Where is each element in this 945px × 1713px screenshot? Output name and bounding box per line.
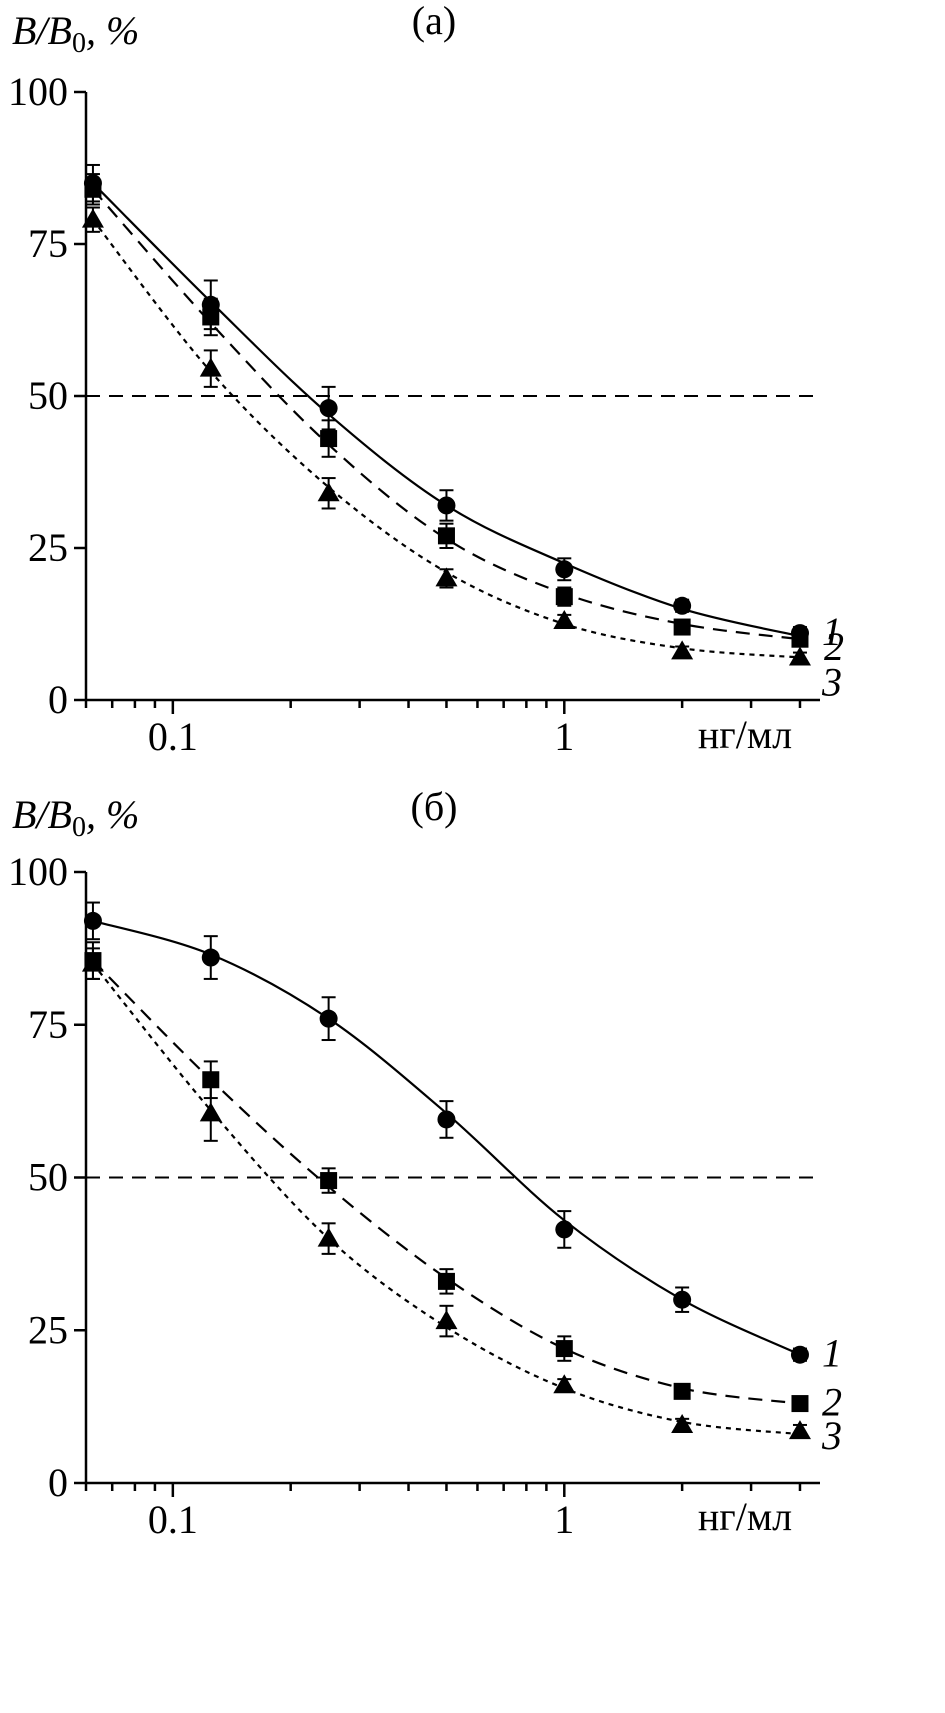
series-2: 2 — [84, 941, 842, 1425]
x-tick-label: 0.1 — [148, 1497, 198, 1542]
curve-label-3: 3 — [821, 659, 842, 704]
curve-label-1: 1 — [822, 609, 842, 654]
series-3: 3 — [81, 206, 842, 704]
series-1: 1 — [83, 901, 842, 1376]
data-point-triangle — [553, 1374, 576, 1394]
data-point-triangle — [435, 567, 458, 587]
data-point-triangle — [81, 952, 104, 972]
data-point-circle — [673, 596, 692, 615]
data-point-triangle — [317, 482, 340, 502]
y-tick-label: 25 — [28, 525, 68, 570]
y-axis-label: B/B0, % — [12, 792, 139, 843]
data-point-square — [84, 180, 102, 198]
fit-curve-3 — [92, 219, 801, 659]
data-point-circle — [201, 948, 220, 967]
data-point-square — [202, 308, 220, 326]
data-point-triangle — [671, 1413, 694, 1433]
data-point-square — [320, 430, 338, 448]
y-tick-label: 50 — [28, 373, 68, 418]
data-point-square — [555, 1340, 573, 1358]
data-point-triangle — [317, 1227, 340, 1247]
y-tick-label: 50 — [28, 1155, 68, 1200]
y-tick-label: 100 — [8, 849, 68, 894]
data-point-square — [673, 1382, 691, 1400]
y-tick-label: 75 — [28, 1002, 68, 1047]
data-point-triangle — [81, 208, 104, 228]
y-tick-label: 100 — [8, 69, 68, 114]
data-point-triangle — [435, 1310, 458, 1330]
curve-label-1: 1 — [822, 1331, 842, 1376]
data-point-circle — [319, 399, 338, 418]
curve-label-2: 2 — [824, 624, 844, 669]
data-point-square — [437, 527, 455, 545]
data-point-square — [673, 618, 691, 636]
data-point-triangle — [199, 357, 222, 377]
series-3: 3 — [81, 947, 842, 1458]
data-point-triangle — [788, 1420, 811, 1440]
x-axis-unit: нг/мл — [698, 712, 792, 757]
chart-title: (a) — [412, 0, 456, 43]
fit-curve-3 — [92, 962, 801, 1436]
data-point-square — [437, 1272, 455, 1290]
data-point-circle — [437, 1110, 456, 1129]
data-point-circle — [319, 1009, 338, 1028]
curve-label-2: 2 — [822, 1380, 842, 1425]
data-point-triangle — [199, 1102, 222, 1122]
y-tick-label: 0 — [48, 677, 68, 722]
data-point-triangle — [671, 640, 694, 660]
x-tick-label: 1 — [554, 1497, 574, 1542]
y-tick-label: 0 — [48, 1460, 68, 1505]
data-point-circle — [790, 1345, 809, 1364]
chart-title: (б) — [411, 784, 458, 829]
data-point-square — [202, 1071, 220, 1089]
y-tick-label: 25 — [28, 1307, 68, 1352]
x-tick-label: 1 — [554, 714, 574, 759]
x-axis-unit: нг/мл — [698, 1494, 792, 1539]
y-axis-label: B/B0, % — [12, 8, 139, 59]
data-point-square — [791, 1395, 809, 1413]
data-point-triangle — [553, 609, 576, 629]
data-point-circle — [437, 496, 456, 515]
x-tick-label: 0.1 — [148, 714, 198, 759]
data-point-square — [320, 1172, 338, 1190]
data-point-circle — [673, 1290, 692, 1309]
curve-label-3: 3 — [821, 1413, 842, 1458]
data-point-triangle — [788, 646, 811, 666]
data-point-circle — [555, 560, 574, 579]
y-tick-label: 75 — [28, 221, 68, 266]
data-point-square — [555, 588, 573, 606]
data-point-square — [791, 630, 809, 648]
data-point-circle — [83, 911, 102, 930]
series-2: 2 — [84, 173, 844, 669]
data-point-circle — [555, 1220, 574, 1239]
